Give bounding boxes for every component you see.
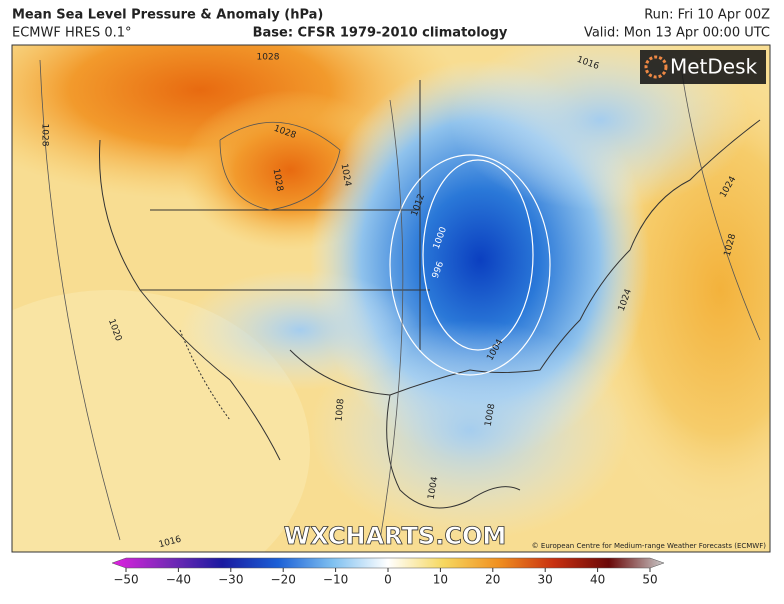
colorbar-tick-label: −10 <box>323 573 348 587</box>
colorbar-tick-label: −50 <box>113 573 138 587</box>
colorbar-tick-label: −30 <box>218 573 243 587</box>
valid: Valid: Mon 13 Apr 00:00 UTC <box>584 26 770 41</box>
contour-label: 1008 <box>335 398 347 422</box>
colorbar-tick-label: −20 <box>271 573 296 587</box>
contour-label: 1028 <box>257 53 280 63</box>
logo: MetDesk <box>670 55 758 79</box>
colorbar-tick-label: 40 <box>590 573 605 587</box>
model: ECMWF HRES 0.1° <box>12 26 132 41</box>
watermark: WXCHARTS.COM <box>284 522 506 550</box>
contour-label: 1028 <box>271 168 285 193</box>
contour-label: 1004 <box>427 476 441 501</box>
colorbar-tick-label: 10 <box>433 573 448 587</box>
contour-label: 1008 <box>484 403 498 428</box>
contour-label: 1024 <box>339 163 353 188</box>
title: Mean Sea Level Pressure & Anomaly (hPa) <box>12 8 323 23</box>
colorbar-tick-label: −40 <box>166 573 191 587</box>
base: Base: CFSR 1979-2010 climatology <box>253 26 508 41</box>
colorbar-tick-label: 30 <box>538 573 553 587</box>
colorbar <box>111 557 665 569</box>
map-frame <box>11 44 771 553</box>
contour-label: 1028 <box>40 124 50 147</box>
colorbar-tick-label: 20 <box>485 573 500 587</box>
colorbar-tick-label: 0 <box>384 573 392 587</box>
credit: © European Centre for Medium-range Weath… <box>532 542 767 550</box>
colorbar-tick-label: 50 <box>642 573 657 587</box>
run: Run: Fri 10 Apr 00Z <box>644 8 770 23</box>
